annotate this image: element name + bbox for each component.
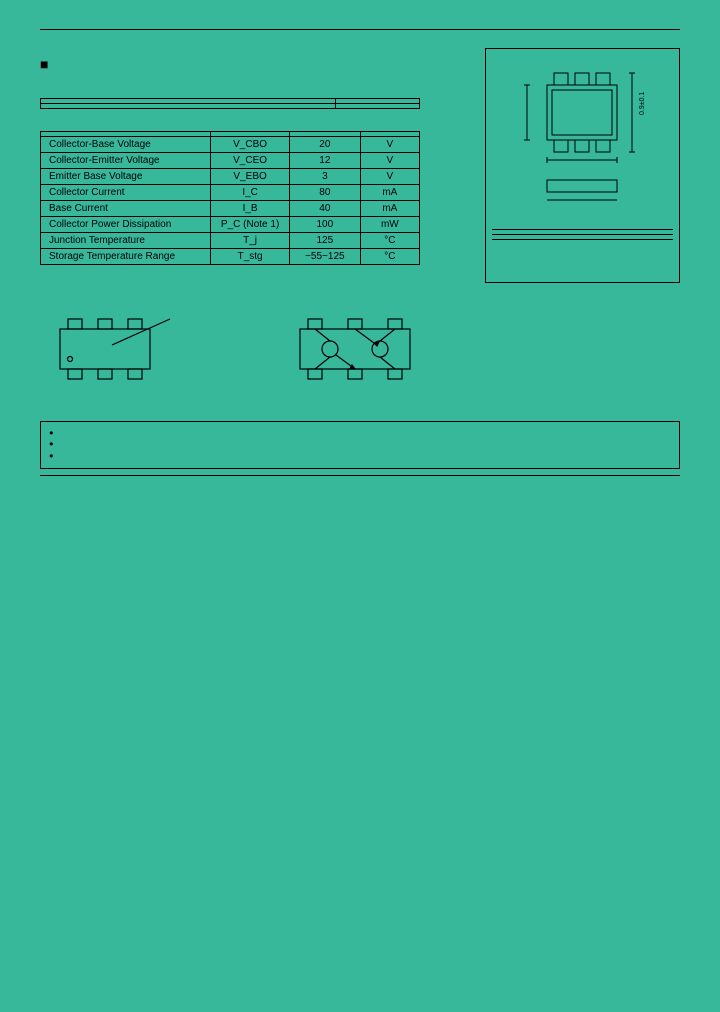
pin-assignment-icon (280, 297, 460, 397)
footer (40, 475, 680, 492)
package-outline-box: 0.9±0.1 (485, 48, 680, 283)
ratings-row: Base CurrentI_B40mA (41, 201, 420, 217)
standards-table (492, 229, 673, 244)
ratings-cell: V (360, 137, 419, 153)
ratings-cell: −55~125 (290, 249, 361, 265)
std-toshiba (492, 240, 583, 245)
disclaimer-p2: ● (49, 439, 671, 448)
feature-bullet: ■ (40, 56, 475, 72)
ratings-cell: P_C (Note 1) (211, 217, 290, 233)
ratings-cell: V (360, 169, 419, 185)
ratings-cell: 100 (290, 217, 361, 233)
ratings-cell: mA (360, 201, 419, 217)
ratings-row: Collector-Emitter VoltageV_CEO12V (41, 153, 420, 169)
ratings-cell: mA (360, 185, 419, 201)
ratings-cell: 20 (290, 137, 361, 153)
dim-overall: 0.9±0.1 (639, 92, 646, 115)
disclaimer-box: ● ● ● (40, 421, 680, 469)
marking-diagram-icon (40, 297, 220, 397)
ratings-cell: V (360, 153, 419, 169)
header (40, 25, 680, 30)
maximum-ratings-table: Collector-Base VoltageV_CBO20VCollector-… (40, 131, 420, 265)
bullet-icon: ■ (40, 56, 48, 72)
ratings-row: Junction TemperatureT_j125°C (41, 233, 420, 249)
ratings-cell: 125 (290, 233, 361, 249)
ratings-cell: Emitter Base Voltage (41, 169, 211, 185)
ratings-cell: mW (360, 217, 419, 233)
ratings-cell: V_EBO (211, 169, 290, 185)
ratings-cell: V_CBO (211, 137, 290, 153)
ratings-cell: Storage Temperature Range (41, 249, 211, 265)
ratings-cell: 12 (290, 153, 361, 169)
ratings-row: Emitter Base VoltageV_EBO3V (41, 169, 420, 185)
ratings-cell: I_C (211, 185, 290, 201)
ratings-cell: 3 (290, 169, 361, 185)
ratings-cell: Base Current (41, 201, 211, 217)
ratings-cell: 40 (290, 201, 361, 217)
ratings-cell: Collector-Emitter Voltage (41, 153, 211, 169)
package-outline-icon: 0.9±0.1 (492, 55, 674, 215)
ratings-row: Collector Power DissipationP_C (Note 1)1… (41, 217, 420, 233)
ratings-cell: °C (360, 233, 419, 249)
ratings-cell: T_stg (211, 249, 290, 265)
ratings-cell: Junction Temperature (41, 233, 211, 249)
ratings-cell: Collector-Base Voltage (41, 137, 211, 153)
disclaimer-p1: ● (49, 428, 671, 437)
ratings-cell: 80 (290, 185, 361, 201)
mounted-row-label (41, 104, 336, 109)
mounted-devices-table (40, 98, 420, 109)
ratings-cell: Collector Current (41, 185, 211, 201)
ratings-cell: I_B (211, 201, 290, 217)
mounted-row-val (336, 104, 420, 109)
ratings-cell: V_CEO (211, 153, 290, 169)
std-toshiba-val (583, 240, 674, 245)
ratings-cell: °C (360, 249, 419, 265)
ratings-cell: Collector Power Dissipation (41, 217, 211, 233)
ratings-row: Collector CurrentI_C80mA (41, 185, 420, 201)
ratings-row: Collector-Base VoltageV_CBO20V (41, 137, 420, 153)
disclaimer-p3: ● (49, 451, 671, 460)
ratings-row: Storage Temperature RangeT_stg−55~125°C (41, 249, 420, 265)
ratings-cell: T_j (211, 233, 290, 249)
